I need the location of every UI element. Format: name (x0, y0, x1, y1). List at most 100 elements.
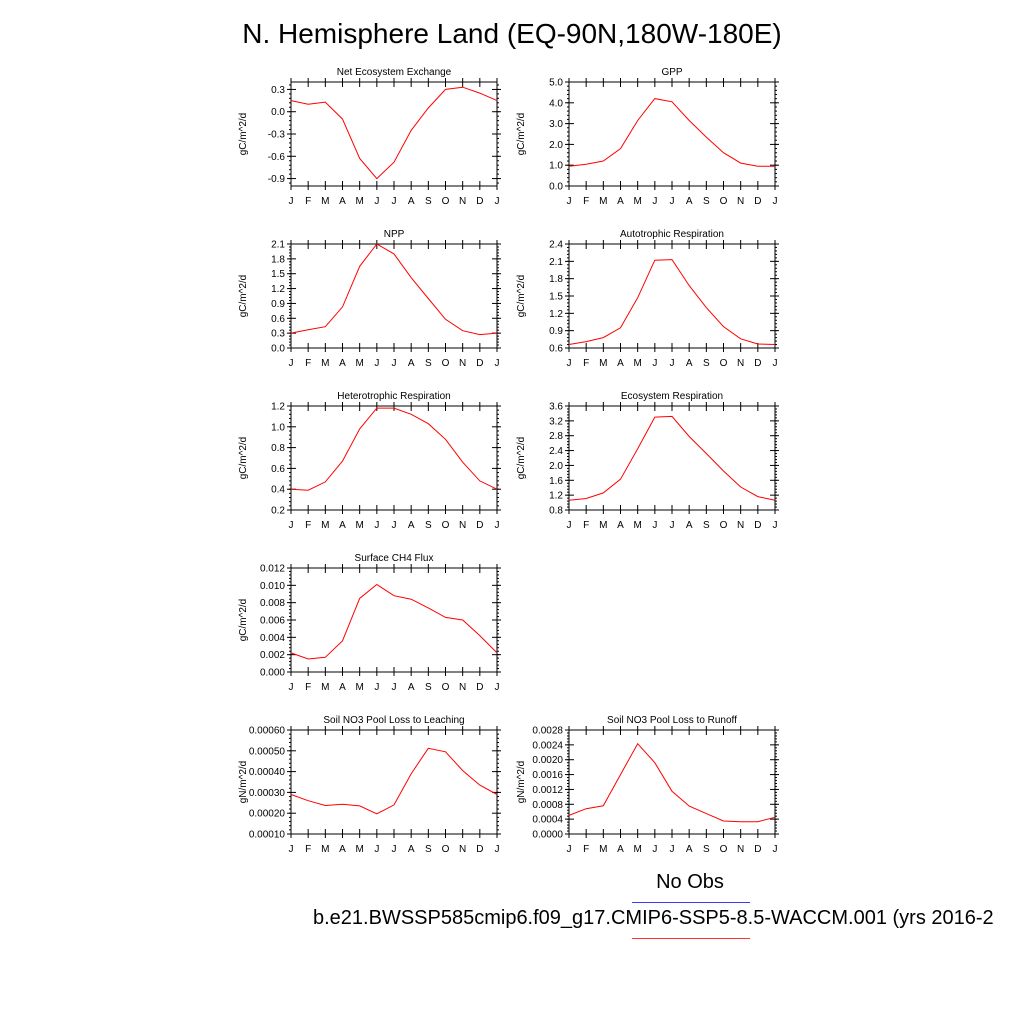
x-tick-label: J (392, 520, 397, 531)
y-tick-label: 0.3 (271, 85, 285, 96)
x-tick-label: O (442, 682, 450, 693)
y-tick-label: 1.0 (549, 161, 563, 172)
x-tick-label: D (754, 196, 761, 207)
x-tick-label: A (617, 520, 624, 531)
x-tick-label: F (305, 682, 311, 693)
x-tick-label: A (408, 358, 415, 369)
y-tick-label: 0.8 (549, 506, 563, 517)
y-tick-label: -0.6 (268, 152, 286, 163)
y-tick-label: 2.0 (549, 461, 563, 472)
x-tick-label: J (567, 196, 572, 207)
x-tick-label: J (289, 520, 294, 531)
series-line (568, 742, 776, 823)
x-tick-label: O (720, 196, 728, 207)
x-tick-label: J (289, 682, 294, 693)
x-tick-label: J (392, 844, 397, 855)
x-tick-label: S (425, 196, 432, 207)
x-tick-label: D (476, 844, 483, 855)
y-tick-label: 0.0012 (532, 785, 563, 796)
x-tick-label: M (355, 844, 363, 855)
y-tick-label: 4.0 (549, 98, 563, 109)
x-tick-label: M (321, 682, 329, 693)
x-tick-label: J (289, 196, 294, 207)
x-tick-label: D (754, 358, 761, 369)
plot-frame (290, 567, 498, 673)
x-tick-label: D (476, 196, 483, 207)
x-tick-label: F (583, 196, 589, 207)
panel-title: NPP (384, 229, 405, 240)
x-tick-label: F (583, 844, 589, 855)
x-tick-label: O (442, 844, 450, 855)
x-tick-label: S (703, 196, 710, 207)
y-tick-label: 0.00030 (249, 788, 286, 799)
x-tick-label: A (339, 358, 346, 369)
y-tick-label: 0.0 (271, 107, 285, 118)
x-tick-label: O (720, 358, 728, 369)
x-tick-label: D (754, 844, 761, 855)
x-tick-label: S (703, 358, 710, 369)
x-tick-label: M (355, 358, 363, 369)
x-tick-label: A (408, 844, 415, 855)
x-tick-label: F (305, 358, 311, 369)
legend-case-line (632, 938, 750, 939)
plot-frame (290, 81, 498, 187)
y-tick-label: 1.2 (549, 309, 563, 320)
y-tick-label: 1.6 (549, 476, 563, 487)
y-tick-label: 0.002 (260, 650, 285, 661)
x-tick-label: N (737, 844, 744, 855)
x-tick-label: S (425, 520, 432, 531)
panel-title: Surface CH4 Flux (355, 553, 434, 564)
y-tick-label: 0.9 (271, 299, 285, 310)
series-line (290, 243, 498, 336)
x-tick-label: J (773, 196, 778, 207)
x-tick-label: J (773, 520, 778, 531)
y-axis-label: gC/m^2/d (516, 437, 527, 480)
x-tick-label: N (737, 358, 744, 369)
x-tick-label: D (476, 520, 483, 531)
x-tick-label: F (305, 196, 311, 207)
x-tick-label: M (321, 196, 329, 207)
x-tick-label: J (289, 358, 294, 369)
y-tick-label: 1.5 (271, 269, 285, 280)
x-tick-label: J (392, 196, 397, 207)
x-tick-label: J (495, 358, 500, 369)
y-axis-label: gN/m^2/d (238, 761, 249, 804)
y-tick-label: 3.0 (549, 119, 563, 130)
plot-frame (290, 405, 498, 511)
x-tick-label: J (652, 844, 657, 855)
x-tick-label: F (305, 520, 311, 531)
y-axis-label: gC/m^2/d (238, 113, 249, 156)
y-tick-label: 0.0020 (532, 755, 563, 766)
x-tick-label: S (703, 844, 710, 855)
x-tick-label: N (459, 844, 466, 855)
x-tick-label: M (633, 844, 641, 855)
y-tick-label: 0.6 (271, 314, 285, 325)
y-tick-label: 1.5 (549, 292, 563, 303)
y-tick-label: 1.8 (271, 254, 285, 265)
y-tick-label: 0.3 (271, 329, 285, 340)
series-line (290, 86, 498, 180)
x-tick-label: M (321, 520, 329, 531)
y-tick-label: 1.2 (271, 402, 285, 413)
y-axis-label: gC/m^2/d (238, 437, 249, 480)
x-tick-label: N (459, 358, 466, 369)
y-tick-label: 2.4 (549, 446, 563, 457)
plot-frame (290, 243, 498, 349)
x-tick-label: S (425, 682, 432, 693)
panel-title: Ecosystem Respiration (621, 391, 723, 402)
y-tick-label: 1.8 (549, 274, 563, 285)
x-tick-label: A (339, 196, 346, 207)
y-tick-label: 0.00040 (249, 767, 286, 778)
x-tick-label: A (339, 844, 346, 855)
x-tick-label: M (599, 844, 607, 855)
y-tick-label: 0.00020 (249, 809, 286, 820)
y-tick-label: 0.4 (271, 485, 285, 496)
y-tick-label: 0.0008 (532, 800, 563, 811)
series-line (290, 747, 498, 815)
